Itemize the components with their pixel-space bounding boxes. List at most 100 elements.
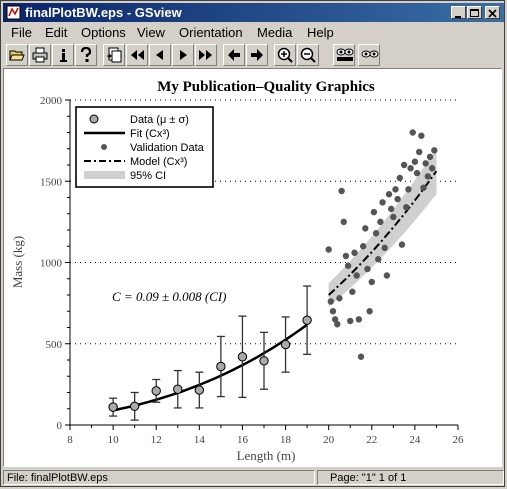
validation-point-17 [362,225,369,232]
chart: My Publication–Quality Graphics 8 10 12 14 1… [4,69,501,466]
validation-point-0 [325,246,332,253]
close-button[interactable] [485,6,500,19]
validation-point-27 [383,272,391,279]
validation-points [325,129,438,360]
data-points [108,315,312,412]
x-tick-label-2: 12 [151,434,162,446]
menu-edit[interactable]: Edit [45,25,68,40]
menu-media[interactable]: Media [257,25,293,40]
document-view[interactable]: My Publication–Quality Graphics 8 10 12 14 1… [3,68,502,467]
validation-point-23 [375,256,382,263]
eye-abc-button[interactable] [333,44,355,66]
validation-point-18 [364,265,371,273]
minimize-button[interactable] [451,6,466,19]
validation-point-13 [353,272,360,279]
status-file: File: finalPlotBW.eps [3,470,315,485]
legend-entry-data: Data (μ ± σ) [130,114,189,126]
zoom-out-button[interactable] [297,44,319,66]
validation-point-35 [400,161,408,169]
prev-page-button[interactable] [149,44,171,66]
y-axis-label: Mass (kg) [10,236,25,288]
validation-point-9 [344,262,352,269]
print-button[interactable] [29,44,51,66]
x-tick-label-0: 8 [67,434,73,446]
validation-point-49 [431,147,438,154]
window-title: finalPlotBW.eps - GSview [25,5,182,20]
title-bar[interactable]: finalPlotBW.eps - GSview [3,3,504,22]
x-tick-label-9: 26 [453,434,465,446]
y-tick-label-2: 1000 [40,258,63,270]
legend: Data (μ ± σ) Fit (Cx³) Validation Data M… [75,106,214,188]
validation-point-34 [398,241,406,248]
error-bars [109,285,312,421]
data-point-7 [259,356,269,366]
legend-marker-data [89,114,99,124]
x-tick-label-8: 24 [409,434,421,446]
zoom-in-button[interactable] [274,44,296,66]
axes: 8 10 12 14 16 18 20 22 24 26 0 500 1000 1500 2000 [40,95,464,446]
open-icon [9,50,25,61]
validation-point-30 [390,213,397,221]
maximize-icon [470,9,479,17]
forward-button[interactable] [246,44,268,66]
menu-orientation[interactable]: Orientation [179,25,243,40]
legend-entry-validation: Validation Data [130,142,205,154]
back-button[interactable] [223,44,245,66]
validation-point-31 [392,186,399,193]
first-page-button[interactable] [126,44,148,66]
maximize-button[interactable] [467,6,482,19]
validation-point-48 [428,165,436,172]
eye-abc-icon [336,48,354,61]
validation-point-44 [420,184,427,191]
model-curve-group [328,170,438,296]
validation-point-6 [338,187,345,195]
menu-view[interactable]: View [137,25,165,40]
validation-point-8 [342,252,350,260]
x-tick-label-7: 22 [366,434,377,446]
model-curve-line [328,170,438,296]
x-tick-label-5: 18 [280,434,292,446]
validation-point-22 [372,230,380,237]
close-icon [488,9,497,18]
validation-point-41 [413,169,421,177]
menu-file[interactable]: File [11,25,32,40]
goto-page-button[interactable] [103,44,125,66]
last-page-button[interactable] [195,44,217,66]
data-point-9 [302,315,312,325]
validation-point-40 [411,158,419,165]
validation-point-39 [409,129,416,136]
validation-point-4 [334,321,341,328]
back-icon [228,49,240,61]
help-button[interactable] [75,44,97,66]
x-tick-label-4: 16 [237,434,249,446]
legend-entry-model: Model (Cx³) [130,156,187,168]
legend-marker-ci [84,171,125,179]
next-page-button[interactable] [172,44,194,66]
eye-button[interactable] [358,44,380,66]
validation-point-25 [379,199,386,206]
goto-page-icon [107,47,122,63]
data-point-0 [108,402,118,412]
menu-options[interactable]: Options [81,25,126,40]
info-button[interactable] [52,44,74,66]
print-icon [32,47,48,63]
fit-annotation: C = 0.09 ± 0.008 (CI) [112,289,227,304]
data-point-4 [194,385,205,395]
zoom-in-icon [277,47,293,63]
next-page-icon [180,50,187,60]
legend-entry-ci: 95% CI [130,170,166,182]
validation-point-42 [416,148,423,156]
validation-point-14 [355,316,363,323]
validation-point-24 [377,218,384,226]
validation-point-3 [331,316,339,323]
y-tick-label-0: 0 [57,420,63,432]
data-point-1 [129,401,140,412]
validation-point-46 [424,173,432,180]
validation-point-37 [405,186,412,193]
fit-curve-line [112,323,308,412]
data-point-5 [216,361,226,372]
open-button[interactable] [6,44,28,66]
validation-point-43 [418,132,425,139]
menu-help[interactable]: Help [307,25,334,40]
y-tick-label-1: 500 [46,339,63,351]
